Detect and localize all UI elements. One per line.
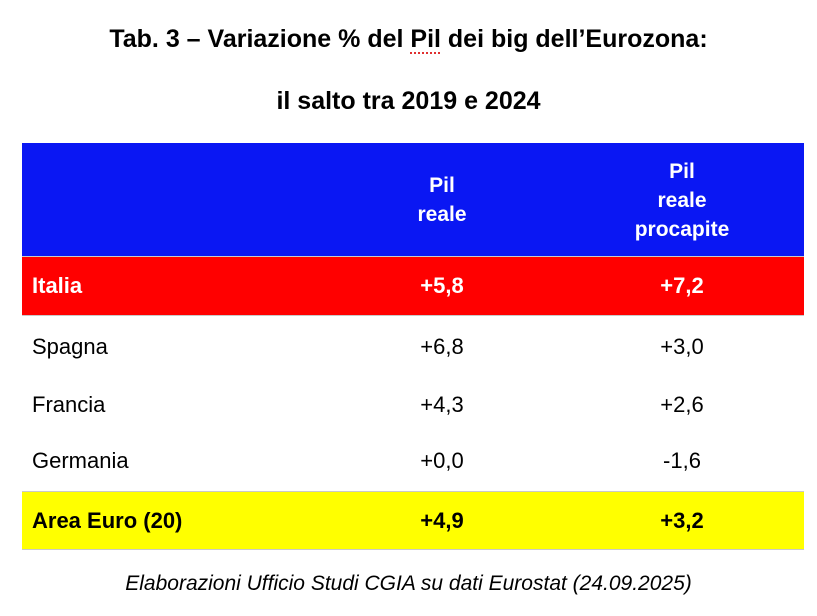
table-title-line-1: Tab. 3 – Variazione % del Pil dei big de… bbox=[0, 24, 817, 54]
pil-reale-value: +4,3 bbox=[420, 391, 464, 417]
gdp-table: Pil reale Pil reale procapite Italia +5,… bbox=[22, 143, 804, 550]
country-name: Area Euro (20) bbox=[32, 507, 183, 533]
title-flagged-word: Pil bbox=[410, 25, 441, 53]
table-title-line-2: il salto tra 2019 e 2024 bbox=[276, 87, 541, 115]
pil-reale-value: +6,8 bbox=[420, 334, 464, 359]
country-name: Francia bbox=[32, 391, 106, 417]
pil-procapite-value: +3,0 bbox=[660, 334, 704, 359]
pil-reale-value: +5,8 bbox=[420, 273, 464, 298]
table-header-row: Pil reale Pil reale procapite bbox=[22, 143, 804, 256]
country-name: Germania bbox=[32, 448, 129, 473]
header-pil-procapite-line-2: reale bbox=[657, 189, 707, 212]
pil-procapite-value: +3,2 bbox=[660, 507, 704, 533]
table-row-francia: Francia +4,3 +2,6 bbox=[22, 378, 804, 431]
title-suffix: dei big dell’Eurozona: bbox=[440, 25, 708, 53]
header-pil-procapite: Pil reale procapite bbox=[582, 157, 782, 244]
table-row-italia: Italia +5,8 +7,2 bbox=[22, 256, 804, 316]
title-prefix: Tab. 3 – Variazione % del bbox=[109, 25, 411, 53]
header-pil-reale: Pil reale bbox=[362, 171, 522, 229]
pil-procapite-value: +2,6 bbox=[660, 391, 704, 417]
pil-procapite-value: -1,6 bbox=[663, 448, 701, 473]
header-pil-reale-line-2: reale bbox=[417, 203, 467, 226]
table-row-spagna: Spagna +6,8 +3,0 bbox=[22, 316, 804, 378]
pil-reale-value: +4,9 bbox=[420, 507, 464, 533]
pil-reale-value: +0,0 bbox=[420, 448, 464, 473]
source-note: Elaborazioni Ufficio Studi CGIA su dati … bbox=[125, 572, 692, 595]
table-row-germania: Germania +0,0 -1,6 bbox=[22, 431, 804, 491]
header-pil-procapite-line-1: Pil bbox=[669, 160, 695, 183]
header-pil-reale-line-1: Pil bbox=[429, 174, 455, 197]
country-name: Spagna bbox=[32, 334, 108, 359]
table-row-area-euro: Area Euro (20) +4,9 +3,2 bbox=[22, 491, 804, 550]
pil-procapite-value: +7,2 bbox=[660, 273, 704, 298]
header-pil-procapite-line-3: procapite bbox=[634, 218, 730, 241]
country-name: Italia bbox=[32, 273, 83, 298]
